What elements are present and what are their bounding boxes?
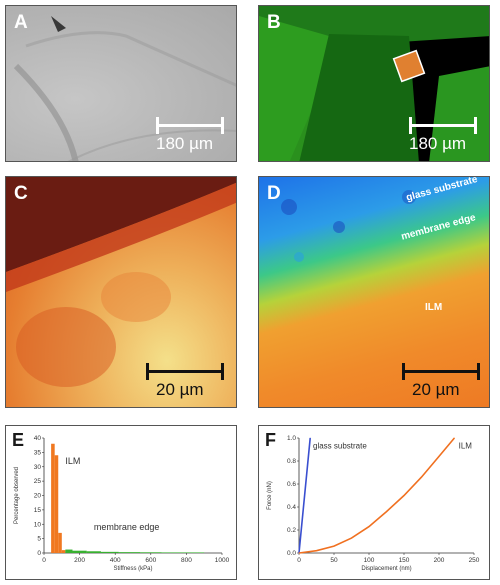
chart-f: 0 50 100 150 200 250 0.0 0.2 0.4 0.6 0.8 1.0 Displac… xyxy=(267,435,480,572)
panel-d-scale-label: 20 µm xyxy=(412,380,460,399)
chart-f-y-tick-label: 0.8 xyxy=(287,458,296,465)
panel-d-label: D xyxy=(267,183,281,204)
chart-e-bar-membrane-edge xyxy=(86,551,101,553)
chart-f-point-ilm xyxy=(386,511,387,512)
panel-a: A 180 µm xyxy=(5,5,237,162)
panel-d-scale-bar xyxy=(402,363,480,380)
chart-e-bar-membrane-edge xyxy=(72,550,87,553)
chart-f-line-ilm xyxy=(298,437,456,554)
chart-e-x-tick-label: 1000 xyxy=(215,557,230,564)
panel-a-label: A xyxy=(14,12,28,33)
chart-f-annotation: glass substrate xyxy=(313,441,367,450)
chart-e-y-tick-label: 0 xyxy=(37,550,41,557)
chart-f-y-tick-label: 0.0 xyxy=(287,550,296,557)
chart-e-y-tick-label: 35 xyxy=(34,449,42,456)
chart-e-x-tick-label: 200 xyxy=(74,557,85,564)
panel-c-scale-bar xyxy=(146,363,224,380)
panel-a-scale-bar xyxy=(156,117,224,134)
chart-f-point-ilm xyxy=(438,456,440,457)
chart-e-x-axis-label: Stiffness (kPa) xyxy=(114,566,153,572)
panel-a-image xyxy=(13,16,236,161)
chart-f-point-ilm xyxy=(368,526,370,527)
chart-f-y-tick-label: 0.2 xyxy=(287,527,296,534)
chart-e-y-axis-label: Percentage observed xyxy=(14,467,20,524)
chart-f-point-ilm xyxy=(298,552,300,554)
chart-f-point-ilm xyxy=(403,495,405,496)
panel-f-label: F xyxy=(265,430,276,450)
chart-f-point-ilm xyxy=(351,537,352,539)
panel-e-label: E xyxy=(12,430,25,450)
chart-e-y-tick-label: 40 xyxy=(34,435,42,442)
chart-f-x-tick-label: 250 xyxy=(469,557,480,564)
chart-f-point-ilm xyxy=(421,476,422,478)
chart-f-point-glass-substrate xyxy=(309,437,311,439)
chart-f-x-axis-label: Displacement (nm) xyxy=(361,566,411,572)
chart-e-bar-ilm xyxy=(51,443,55,553)
chart-f-point-glass-substrate xyxy=(307,466,308,468)
panel-c-scale-label: 20 µm xyxy=(156,380,204,399)
panel-c: C 20 µm xyxy=(5,176,237,408)
chart-f-y-tick-label: 0.4 xyxy=(287,504,296,511)
chart-f-point-glass-substrate xyxy=(304,495,305,496)
chart-e-bar-ilm xyxy=(58,532,62,553)
chart-e-bar-membrane-edge xyxy=(140,552,162,553)
chart-f-y-tick-label: 0.6 xyxy=(287,481,296,488)
chart-f-x-tick-label: 100 xyxy=(364,557,375,564)
chart-e-bar-membrane-edge xyxy=(118,552,141,553)
chart-e-bar-membrane-edge xyxy=(182,552,205,553)
chart-e-bar-ilm xyxy=(61,550,66,553)
panel-a-scale-label: 180 µm xyxy=(156,134,214,153)
panel-f: F 0 50 100 150 200 250 0.0 0.2 0.4 0.6 0.8 1.0 Displ… xyxy=(258,425,490,580)
chart-e-x-tick-label: 400 xyxy=(110,557,121,564)
panel-c-image xyxy=(6,177,236,387)
panel-b-scale-label: 180 µm xyxy=(409,134,467,153)
panel-b: B 180 µm xyxy=(258,5,490,162)
panel-b-label: B xyxy=(267,12,281,33)
chart-f-x-tick-label: 200 xyxy=(434,557,445,564)
panel-d-ilm-annotation: ILM xyxy=(425,302,443,313)
chart-e-y-tick-label: 10 xyxy=(34,521,42,528)
panel-d-image xyxy=(281,190,416,262)
chart-f-x-tick-label: 50 xyxy=(330,557,338,564)
chart-f-x-tick-label: 0 xyxy=(297,557,301,564)
panel-b-image xyxy=(259,6,489,161)
panel-c-label: C xyxy=(14,183,28,204)
chart-f-annotation: ILM xyxy=(459,441,473,450)
chart-f-point-ilm xyxy=(316,550,317,552)
chart-e-x-tick-label: 0 xyxy=(42,557,46,564)
chart-e-y-tick-label: 20 xyxy=(34,493,42,500)
panel-d: D glass substrate membrane edge ILM 20 µ… xyxy=(258,176,490,408)
chart-e-bar-membrane-edge xyxy=(65,549,73,553)
panel-e: E 0 200 400 600 800 1000 0 5 10 15 20 25 30 35 40 Stiff… xyxy=(5,425,237,580)
chart-e-bar-ilm xyxy=(54,455,59,553)
chart-f-point-glass-substrate xyxy=(301,523,303,525)
chart-e: 0 200 400 600 800 1000 0 5 10 15 20 25 30 35 40 Stiffne… xyxy=(14,435,230,572)
chart-f-y-axis-label: Force (nN) xyxy=(267,481,273,510)
chart-f-x-tick-label: 150 xyxy=(399,557,410,564)
chart-e-x-tick-label: 800 xyxy=(181,557,192,564)
panel-b-scale-bar xyxy=(409,117,477,134)
chart-e-y-tick-label: 25 xyxy=(34,478,42,485)
chart-f-point-ilm xyxy=(454,437,455,439)
chart-e-y-tick-label: 30 xyxy=(34,464,42,471)
chart-e-bar-membrane-edge xyxy=(161,552,183,553)
chart-f-y-tick-label: 1.0 xyxy=(287,435,296,442)
chart-e-x-tick-label: 600 xyxy=(145,557,156,564)
chart-e-annotation: ILM xyxy=(65,456,80,466)
chart-e-annotation: membrane edge xyxy=(94,522,160,532)
chart-e-bar-membrane-edge xyxy=(100,551,119,553)
chart-f-point-ilm xyxy=(333,545,335,547)
chart-e-y-tick-label: 15 xyxy=(34,507,42,514)
chart-e-y-tick-label: 5 xyxy=(37,536,41,543)
